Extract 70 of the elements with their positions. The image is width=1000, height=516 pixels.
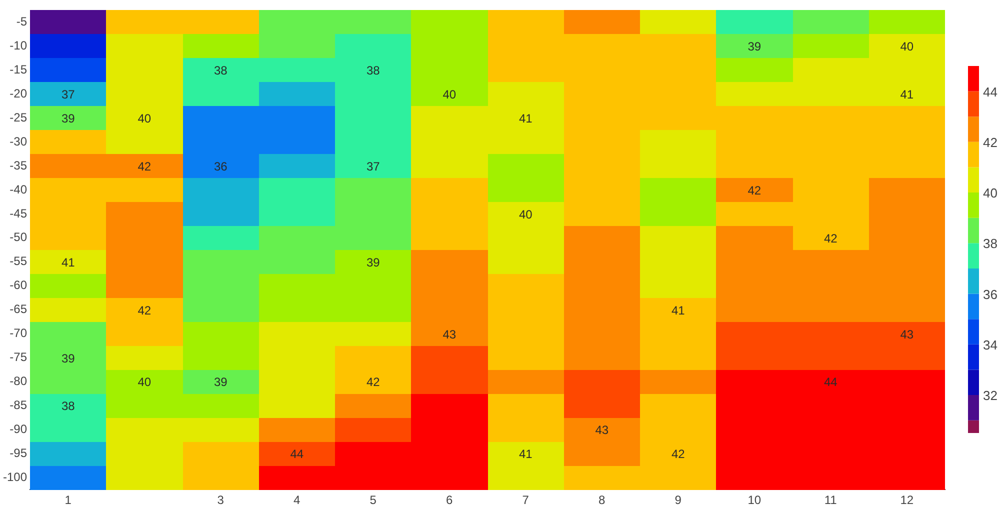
y-tick-label: -35 bbox=[10, 158, 28, 172]
y-tick-label: -70 bbox=[10, 326, 28, 340]
data-label: 42 bbox=[366, 375, 380, 390]
y-tick-label: -90 bbox=[10, 422, 28, 436]
data-label: 44 bbox=[824, 375, 838, 390]
x-tick-label: 1 bbox=[64, 493, 72, 508]
y-tick-label: -95 bbox=[10, 446, 28, 460]
data-label: 44 bbox=[290, 447, 304, 462]
data-label: 41 bbox=[671, 303, 686, 318]
y-tick-label: -80 bbox=[10, 374, 28, 388]
x-tick-label: 6 bbox=[446, 493, 454, 508]
data-label: 41 bbox=[900, 88, 914, 102]
data-label: 42 bbox=[138, 160, 152, 174]
data-label: 42 bbox=[748, 183, 762, 198]
y-tick-label: -45 bbox=[10, 206, 28, 220]
color-bar-label: 32 bbox=[983, 388, 998, 404]
y-tick-label: -20 bbox=[10, 86, 28, 100]
color-bar-label: 44 bbox=[983, 84, 998, 100]
color-bar-label: 36 bbox=[983, 286, 998, 302]
data-label: 40 bbox=[138, 112, 152, 126]
y-tick-label: -75 bbox=[10, 350, 28, 364]
x-tick-label: 4 bbox=[294, 493, 301, 508]
color-bar-label: 40 bbox=[983, 186, 998, 201]
y-tick-label: -85 bbox=[10, 398, 28, 412]
data-label: 39 bbox=[61, 112, 76, 126]
color-bar-label: 34 bbox=[983, 337, 998, 352]
data-label: 43 bbox=[595, 423, 609, 438]
y-tick-label: -5 bbox=[16, 14, 28, 28]
data-label: 41 bbox=[61, 255, 76, 270]
data-label: 38 bbox=[366, 64, 380, 78]
y-tick-label: -100 bbox=[2, 470, 28, 484]
data-label: 42 bbox=[138, 303, 152, 318]
color-bar-label: 38 bbox=[983, 236, 998, 252]
data-label: 39 bbox=[748, 40, 762, 54]
x-tick-label: 8 bbox=[598, 493, 606, 508]
data-label: 36 bbox=[214, 160, 228, 174]
x-tick-label: 12 bbox=[900, 493, 914, 508]
color-bar-label: 42 bbox=[983, 134, 998, 150]
data-label: 43 bbox=[442, 327, 456, 342]
data-label: 42 bbox=[824, 231, 838, 246]
data-label: 39 bbox=[214, 375, 228, 390]
data-label: 40 bbox=[442, 88, 456, 102]
y-tick-label: -10 bbox=[10, 38, 28, 52]
y-tick-label: -65 bbox=[10, 302, 28, 316]
x-tick-label: 9 bbox=[674, 493, 682, 508]
y-tick-label: -25 bbox=[10, 110, 28, 124]
data-label: 41 bbox=[518, 112, 533, 126]
data-label: 41 bbox=[518, 447, 533, 462]
data-label: 39 bbox=[61, 351, 76, 366]
x-tick-label: 7 bbox=[522, 493, 530, 508]
x-tick-label: 5 bbox=[370, 493, 377, 508]
data-label: 40 bbox=[138, 375, 152, 390]
y-tick-label: -15 bbox=[10, 62, 28, 76]
data-label: 42 bbox=[671, 447, 686, 462]
data-label: 37 bbox=[61, 88, 76, 102]
y-tick-label: -60 bbox=[10, 278, 28, 292]
x-tick-label: 10 bbox=[748, 493, 762, 508]
y-tick-label: -55 bbox=[10, 254, 28, 268]
y-tick-label: -40 bbox=[10, 182, 28, 196]
data-label: 43 bbox=[900, 327, 914, 342]
y-tick-label: -30 bbox=[10, 134, 28, 148]
data-label: 39 bbox=[366, 255, 380, 270]
y-tick-label: -50 bbox=[10, 230, 28, 244]
data-label: 40 bbox=[900, 40, 914, 54]
data-label: 37 bbox=[366, 160, 380, 174]
data-label: 40 bbox=[518, 207, 533, 222]
data-label: 38 bbox=[61, 399, 76, 414]
data-label: 38 bbox=[214, 64, 228, 78]
x-tick-label: 11 bbox=[824, 493, 838, 508]
x-tick-label: 3 bbox=[217, 493, 224, 508]
